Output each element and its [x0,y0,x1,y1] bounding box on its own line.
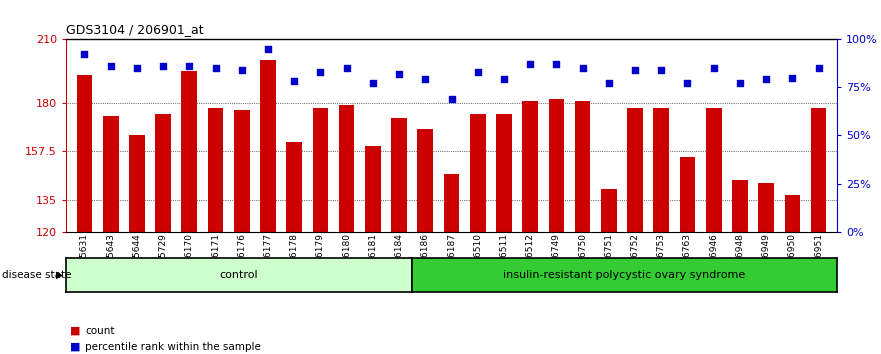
Point [680,80,694,86]
Point [314,69,328,75]
Bar [759,183,774,232]
Point [130,65,144,71]
Bar [155,114,171,232]
Point [444,96,458,102]
Point [392,71,406,76]
Point [287,79,301,84]
Bar [77,75,93,232]
Bar [496,114,512,232]
Point [261,46,275,51]
Bar [313,108,329,232]
Bar [129,136,144,232]
Text: count: count [85,326,115,336]
Point [339,65,353,71]
Bar [601,189,617,232]
Bar [627,108,643,232]
Text: disease state: disease state [2,270,71,280]
Point [628,67,642,73]
Point [234,67,248,73]
Point [811,65,825,71]
Point [523,61,537,67]
Point [182,63,196,69]
Text: insulin-resistant polycystic ovary syndrome: insulin-resistant polycystic ovary syndr… [503,270,745,280]
Bar [784,195,800,232]
Bar [286,142,302,232]
Point [156,63,170,69]
Text: ▶: ▶ [56,270,63,280]
Bar [365,146,381,232]
Bar [260,61,276,232]
Text: control: control [220,270,258,280]
Bar [732,181,748,232]
Text: GDS3104 / 206901_at: GDS3104 / 206901_at [66,23,204,36]
Bar [811,108,826,232]
Point [418,76,433,82]
Point [575,65,589,71]
Text: ■: ■ [70,342,81,352]
Bar [444,174,459,232]
Bar [679,157,695,232]
Point [366,80,380,86]
Bar [418,129,433,232]
Bar [549,99,564,232]
Point [733,80,747,86]
Bar [339,105,354,232]
Bar [103,116,119,232]
Point [707,65,721,71]
Point [470,69,485,75]
Point [602,80,616,86]
Text: percentile rank within the sample: percentile rank within the sample [85,342,262,352]
Bar [233,110,249,232]
Bar [470,114,485,232]
Bar [574,101,590,232]
Point [209,65,223,71]
Point [759,76,774,82]
Text: ■: ■ [70,326,81,336]
Point [655,67,669,73]
Bar [654,108,670,232]
Bar [181,71,197,232]
Point [78,52,92,57]
Point [497,76,511,82]
Bar [208,108,224,232]
Point [785,75,799,80]
Point [550,61,564,67]
Bar [391,118,407,232]
Bar [522,101,538,232]
Bar [706,108,722,232]
Point [104,63,118,69]
